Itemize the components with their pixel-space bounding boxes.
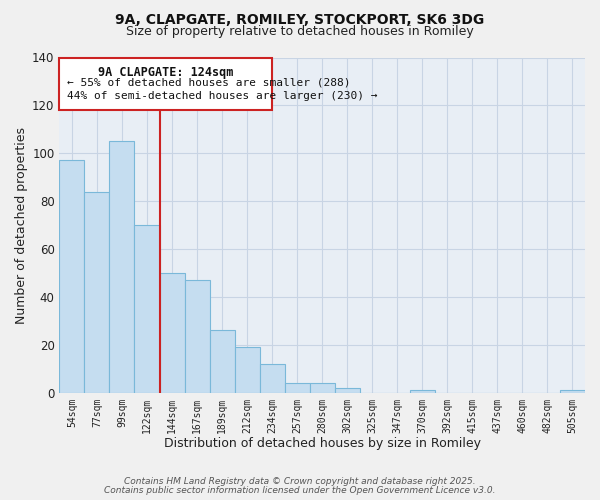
Text: ← 55% of detached houses are smaller (288): ← 55% of detached houses are smaller (28… (67, 78, 350, 88)
Text: Contains HM Land Registry data © Crown copyright and database right 2025.: Contains HM Land Registry data © Crown c… (124, 477, 476, 486)
Bar (284, 383, 310, 392)
Text: 44% of semi-detached houses are larger (230) →: 44% of semi-detached houses are larger (… (67, 91, 377, 101)
X-axis label: Distribution of detached houses by size in Romiley: Distribution of detached houses by size … (164, 437, 481, 450)
Y-axis label: Number of detached properties: Number of detached properties (15, 126, 28, 324)
Bar (185, 280, 209, 392)
Bar (260, 364, 284, 392)
Text: Size of property relative to detached houses in Romiley: Size of property relative to detached ho… (126, 25, 474, 38)
Bar (560, 390, 585, 392)
Bar (209, 330, 235, 392)
Bar (160, 273, 185, 392)
Bar (335, 388, 360, 392)
Text: 9A CLAPGATE: 124sqm: 9A CLAPGATE: 124sqm (98, 66, 233, 79)
Text: 9A, CLAPGATE, ROMILEY, STOCKPORT, SK6 3DG: 9A, CLAPGATE, ROMILEY, STOCKPORT, SK6 3D… (115, 12, 485, 26)
Bar (310, 383, 335, 392)
Text: Contains public sector information licensed under the Open Government Licence v3: Contains public sector information licen… (104, 486, 496, 495)
Bar (235, 347, 260, 393)
Bar (85, 192, 109, 392)
Bar (109, 142, 134, 392)
Bar (410, 390, 435, 392)
Bar (134, 225, 160, 392)
FancyBboxPatch shape (59, 58, 272, 110)
Bar (59, 160, 85, 392)
